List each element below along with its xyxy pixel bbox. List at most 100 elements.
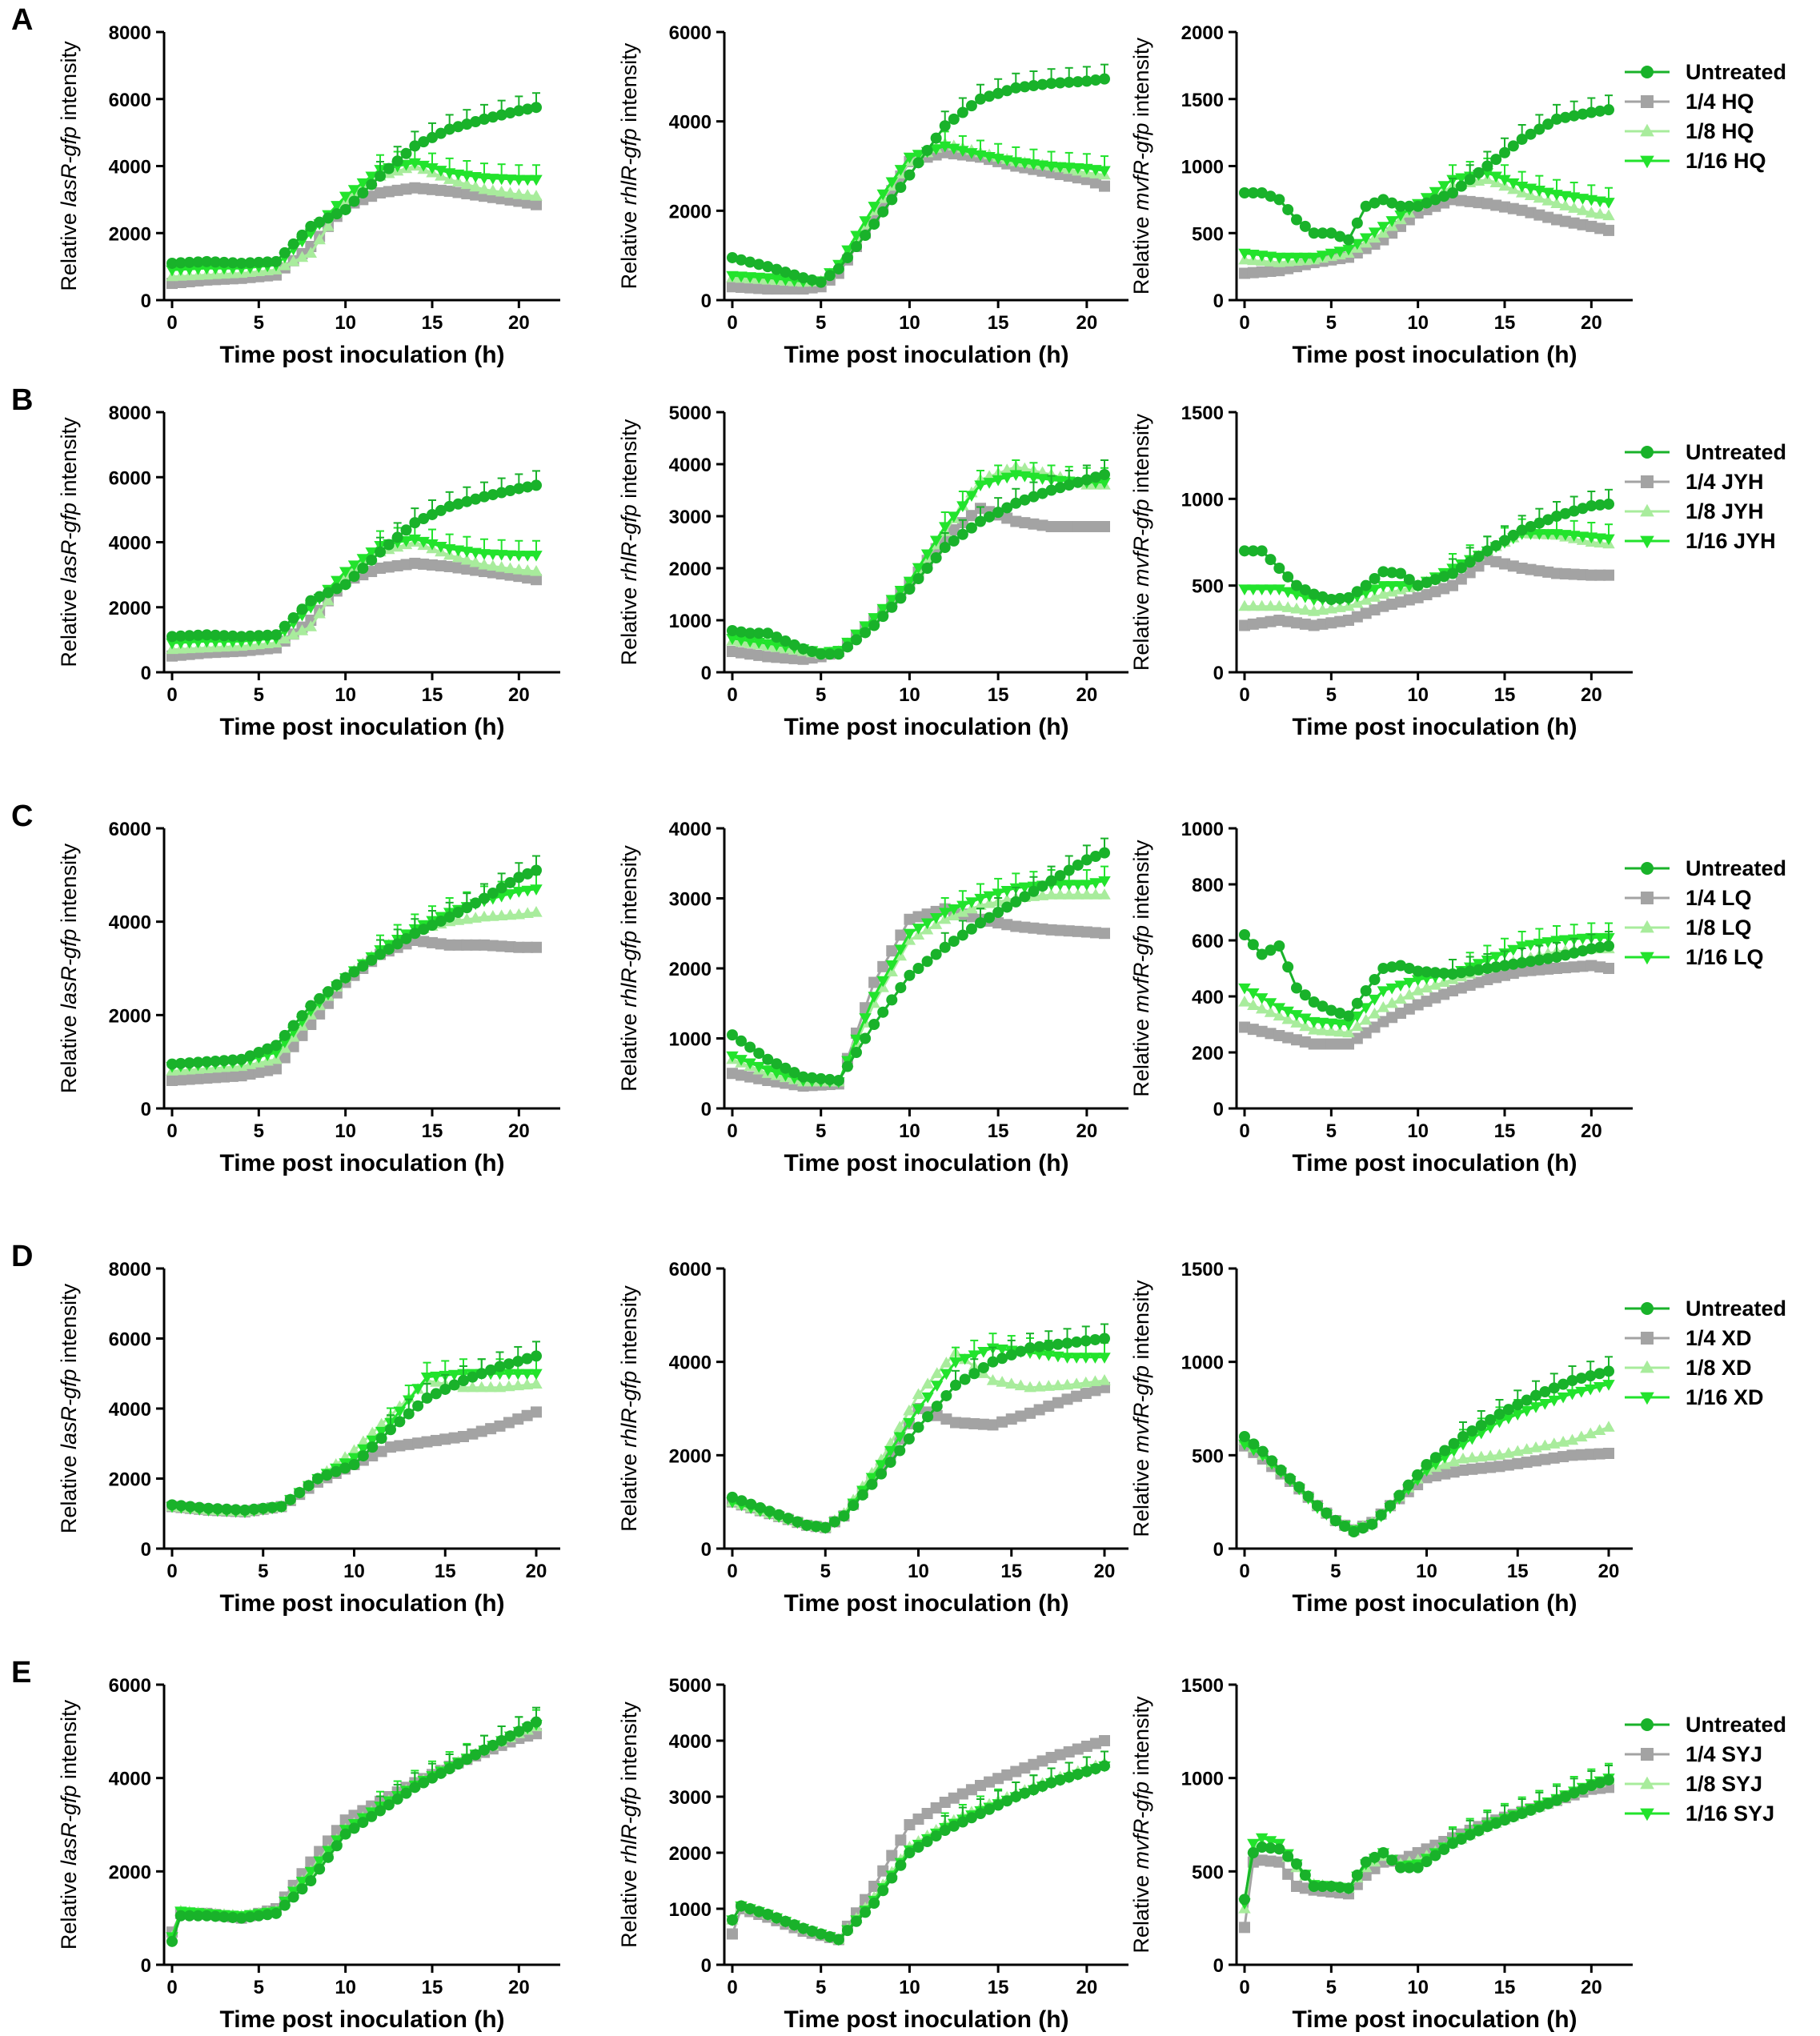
data-point (948, 535, 960, 547)
series-Untreated (727, 1750, 1110, 1946)
data-point (1507, 560, 1519, 572)
data-point (1291, 214, 1302, 226)
data-point (949, 1357, 962, 1369)
data-point (1028, 518, 1040, 530)
data-point (210, 256, 222, 268)
data-point (183, 1910, 195, 1922)
data-point (1089, 1737, 1101, 1749)
data-point (400, 183, 412, 195)
data-point (727, 646, 738, 657)
data-point (868, 992, 880, 1004)
data-point (912, 1388, 925, 1400)
data-point (1395, 1862, 1406, 1874)
data-point (1273, 1030, 1285, 1041)
data-point (1566, 1449, 1578, 1461)
data-point (1366, 1518, 1378, 1530)
data-point (1273, 940, 1285, 952)
data-point (1412, 1847, 1424, 1858)
data-point (744, 256, 756, 268)
data-point (1089, 165, 1102, 176)
x-axis-title: Time post inoculation (h) (1292, 1150, 1577, 1176)
series-Untreated (166, 92, 542, 269)
data-point (253, 1047, 265, 1058)
data-point (1282, 1868, 1294, 1880)
data-point (930, 1830, 942, 1842)
series-1-8-XD (726, 1345, 1111, 1533)
data-point (1542, 211, 1554, 223)
data-point (1437, 181, 1450, 192)
data-point (1603, 569, 1614, 581)
data-point (331, 1840, 343, 1852)
data-point (447, 1369, 461, 1381)
legend-label: 1/8 JYH (1686, 499, 1764, 523)
data-point (226, 630, 239, 642)
data-point (1291, 617, 1302, 629)
data-point (520, 1378, 534, 1390)
data-point (470, 189, 482, 201)
data-point (284, 1493, 296, 1505)
y-tick-label: 4000 (109, 157, 151, 178)
data-point (886, 194, 898, 206)
y-tick-label: 0 (701, 1955, 712, 1977)
data-point (1525, 956, 1537, 968)
data-point (495, 882, 507, 894)
data-point (461, 563, 473, 575)
data-point (1001, 1769, 1013, 1781)
data-point (1429, 194, 1441, 206)
data-point (1052, 1338, 1064, 1350)
data-point (1577, 569, 1589, 581)
x-tick-label: 10 (899, 312, 920, 334)
data-point (1307, 605, 1321, 616)
data-point (968, 1350, 980, 1361)
data-point (1299, 584, 1311, 596)
data-point (1247, 187, 1259, 198)
data-point (347, 1444, 361, 1456)
data-point (201, 255, 213, 267)
series-Untreated (1239, 94, 1614, 246)
data-point (1019, 891, 1031, 903)
data-point (418, 136, 430, 148)
data-point (1072, 162, 1084, 174)
data-point (1299, 1020, 1312, 1032)
data-point (1602, 1380, 1615, 1391)
data-point (218, 1911, 230, 1923)
data-point (1238, 995, 1251, 1007)
data-point (1403, 988, 1416, 1000)
data-point (375, 1417, 388, 1429)
data-point (1603, 1365, 1614, 1377)
data-point (1265, 944, 1277, 956)
data-point (1238, 599, 1251, 611)
data-point (348, 195, 360, 207)
data-point (1464, 567, 1476, 579)
data-point (1457, 1452, 1469, 1464)
panel-letter-A: A (11, 3, 33, 37)
data-point (1290, 1016, 1303, 1028)
data-point (530, 1377, 543, 1389)
data-point (1027, 159, 1040, 170)
data-point (753, 1048, 765, 1060)
data-point (1043, 1340, 1055, 1352)
series-line (732, 880, 1105, 1084)
data-point (1557, 1451, 1569, 1463)
data-point (1559, 199, 1572, 210)
data-point (1357, 1522, 1369, 1534)
data-point (1299, 1013, 1312, 1025)
data-point (427, 559, 438, 571)
data-point (1001, 919, 1013, 931)
data-point (1594, 222, 1606, 234)
x-tick-label: 15 (1494, 684, 1516, 706)
data-point (1525, 1804, 1537, 1816)
data-point (859, 621, 872, 633)
data-point (409, 517, 421, 529)
data-point (1247, 584, 1260, 596)
data-point (921, 1836, 933, 1847)
data-point (1089, 878, 1102, 889)
data-point (1512, 1457, 1524, 1469)
data-point (1273, 1003, 1286, 1015)
legend-label: 1/16 SYJ (1686, 1802, 1774, 1826)
data-point (965, 510, 977, 522)
data-point (375, 1805, 386, 1817)
data-point (1593, 1424, 1606, 1436)
data-point (1502, 1404, 1514, 1416)
